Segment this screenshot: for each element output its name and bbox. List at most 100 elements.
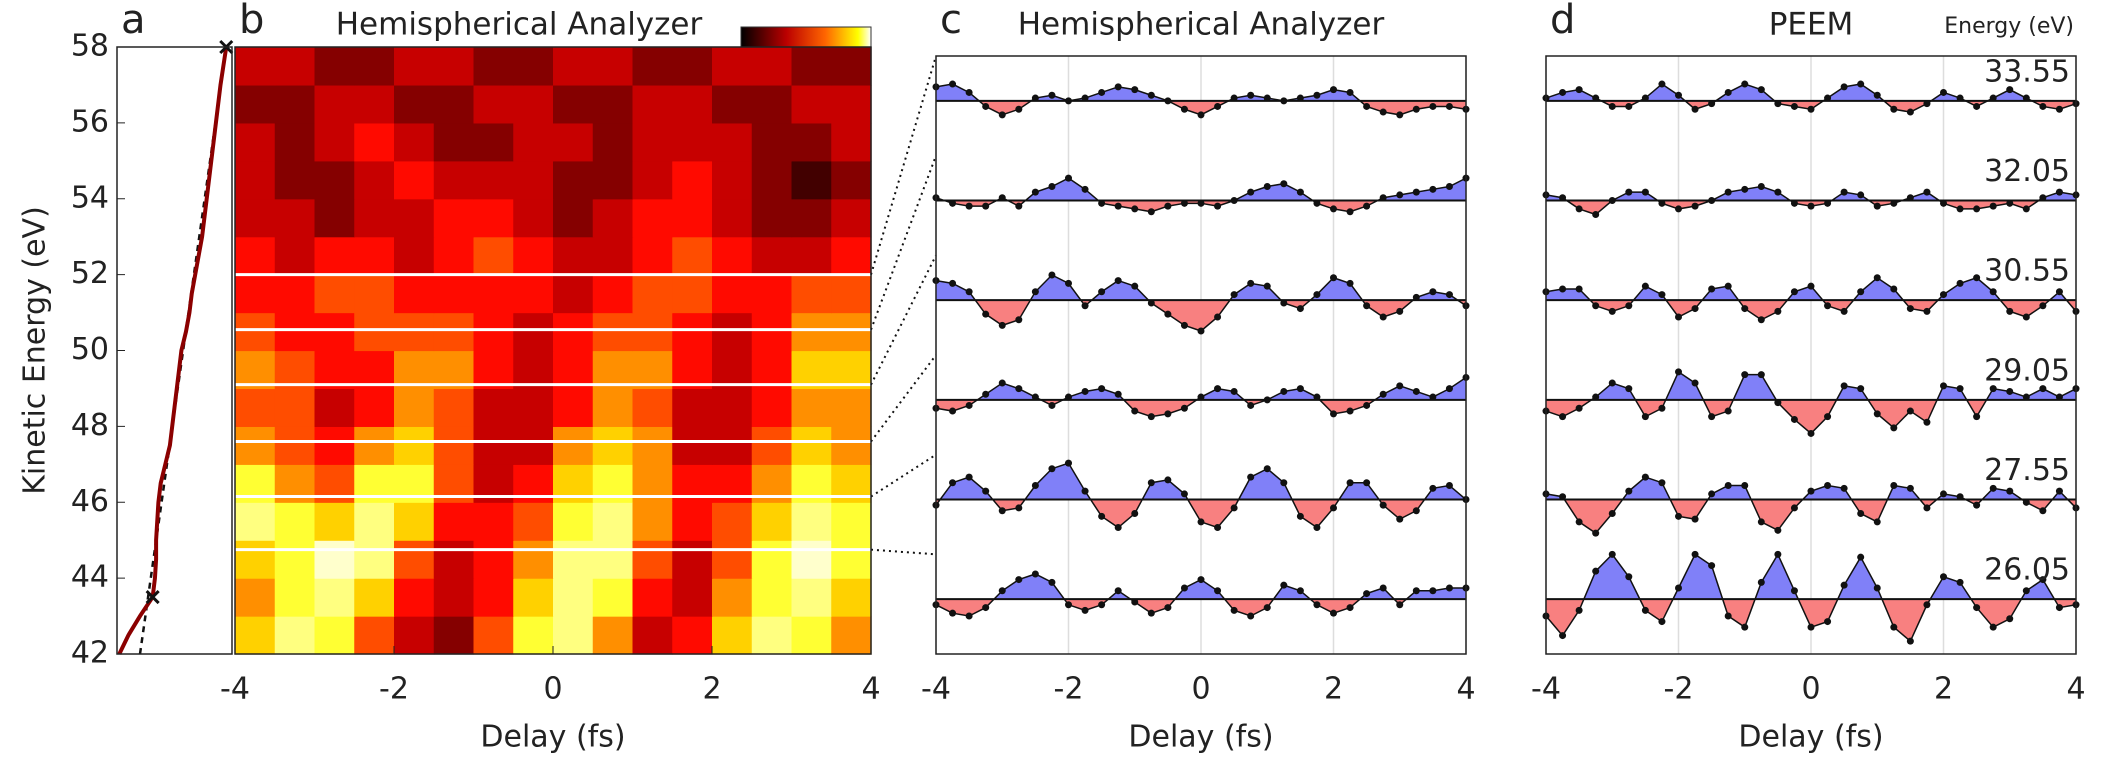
heatmap-cell <box>513 616 554 655</box>
data-point <box>1114 524 1122 532</box>
axes-frame <box>1545 55 2077 655</box>
heatmap-cell <box>553 578 594 617</box>
heatmap-cell <box>553 236 594 276</box>
data-point <box>1641 606 1649 614</box>
data-point <box>1346 208 1354 216</box>
data-point <box>1658 199 1666 207</box>
data-point <box>1147 91 1155 99</box>
chart-title: Hemispherical Analyzer <box>336 7 703 43</box>
data-point <box>1379 390 1387 398</box>
heatmap-cell <box>751 616 793 655</box>
heatmap-cell <box>314 274 355 314</box>
data-point <box>1708 490 1716 498</box>
data-point <box>1757 518 1765 526</box>
heatmap-cell <box>394 540 435 579</box>
data-point <box>1807 429 1815 437</box>
heatmap-cell <box>394 160 435 200</box>
heatmap-cell <box>632 274 673 314</box>
heatmap-cell <box>473 236 514 276</box>
data-point <box>1280 299 1288 307</box>
heatmap-cell <box>433 502 475 541</box>
data-point <box>1840 581 1848 589</box>
heatmap-cell <box>712 616 753 655</box>
data-point <box>1857 80 1865 88</box>
data-point <box>1263 396 1271 404</box>
data-point <box>1774 550 1782 558</box>
data-point <box>1890 105 1898 113</box>
positive-area <box>936 463 1466 504</box>
heatmap-cell <box>592 502 634 541</box>
heatmap-cell <box>831 47 872 86</box>
data-point <box>1263 183 1271 191</box>
positive-area <box>936 274 1466 305</box>
data-point <box>1230 387 1238 395</box>
heatmap-cell <box>592 274 634 314</box>
series-label: 26.05 <box>1984 553 2070 588</box>
data-point <box>1857 288 1865 296</box>
negative-area <box>1590 300 2076 320</box>
data-point <box>1824 618 1832 626</box>
heatmap-cell <box>553 540 594 579</box>
data-point <box>1592 529 1600 537</box>
data-point <box>1608 197 1616 205</box>
heatmap-cell <box>235 350 276 390</box>
x-tick-label: -4 <box>220 672 250 707</box>
data-point <box>1296 587 1304 595</box>
data-point <box>1840 382 1848 390</box>
data-point <box>1429 587 1437 595</box>
heatmap-cell <box>751 388 793 427</box>
data-point <box>1445 102 1453 110</box>
series-label: 32.05 <box>1984 154 2070 189</box>
heatmap-cell <box>712 578 753 617</box>
heatmap-cell <box>751 84 793 124</box>
heatmap-cell <box>433 616 475 655</box>
heatmap-cell <box>473 350 514 390</box>
data-point <box>1031 188 1039 196</box>
data-point <box>1973 604 1981 612</box>
heatmap-cell <box>235 274 276 314</box>
heatmap-cell <box>354 84 395 124</box>
data-point <box>1296 188 1304 196</box>
data-point <box>1790 199 1798 207</box>
heatmap-cell <box>513 47 554 86</box>
x-tick-label: -4 <box>921 672 951 707</box>
data-point <box>1247 612 1255 620</box>
y-tick-label: 42 <box>71 636 109 671</box>
data-point <box>2022 393 2030 401</box>
heatmap-cell <box>513 426 554 465</box>
heatmap-cell <box>394 84 435 124</box>
negative-area <box>936 399 1375 417</box>
heatmap-cell <box>235 84 276 124</box>
data-point <box>1625 385 1633 393</box>
heatmap-cell <box>592 122 634 162</box>
data-point <box>2055 393 2063 401</box>
data-point <box>1741 305 1749 313</box>
data-point <box>1379 108 1387 116</box>
heatmap-cell <box>831 236 872 276</box>
heatmap-cell <box>274 350 316 390</box>
heatmap-cell <box>712 312 753 352</box>
data-point <box>1575 285 1583 293</box>
chart-title: PEEM <box>1769 7 1854 43</box>
data-point <box>1641 188 1649 196</box>
heatmap-cell <box>433 47 475 86</box>
heatmap-cell <box>751 350 793 390</box>
data-point <box>1065 393 1072 401</box>
heatmap-cell <box>831 388 872 427</box>
data-point <box>1031 94 1039 102</box>
heatmap-cell <box>354 350 395 390</box>
data-point <box>1940 573 1947 581</box>
panel-label: d <box>1550 0 1575 43</box>
heatmap-cell <box>473 198 514 238</box>
data-point <box>982 310 990 318</box>
heatmap-cell <box>672 84 713 124</box>
data-point <box>1857 191 1865 199</box>
data-point <box>1658 618 1666 626</box>
heatmap-cell <box>751 160 793 200</box>
heatmap-cell <box>513 122 554 162</box>
data-point <box>1923 188 1931 196</box>
data-point <box>998 507 1006 515</box>
data-point <box>1098 88 1106 96</box>
x-axis-label: Delay (fs) <box>480 720 625 755</box>
data-point <box>1774 307 1782 315</box>
